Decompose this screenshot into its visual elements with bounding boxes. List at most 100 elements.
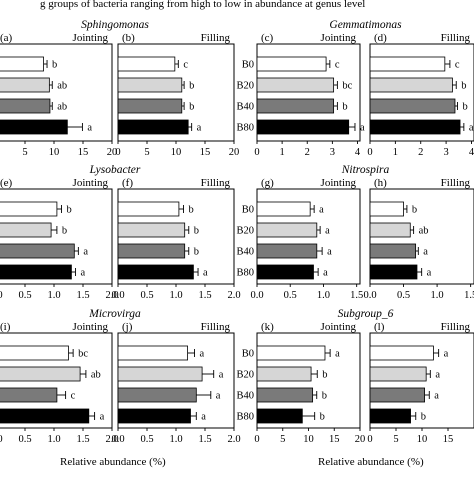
x-tick-label: 0.5 [18, 434, 31, 445]
significance-letter: a [360, 123, 365, 134]
significance-letter: b [461, 81, 466, 92]
x-tick-label: 20 [107, 147, 118, 158]
panel-tag: (c) [261, 32, 274, 44]
bar-B40 [369, 243, 417, 259]
panel-stage-label: Jointing [321, 177, 357, 189]
bar-B80 [117, 408, 191, 424]
bar-B40 [0, 243, 75, 259]
x-tick-label: 0 [115, 147, 120, 158]
x-tick-label: 4 [355, 147, 361, 158]
panel-stage-label: Jointing [73, 32, 109, 44]
panel-frame [256, 43, 361, 142]
x-tick-label: 1.0 [169, 434, 182, 445]
panel-stage-label: Jointing [73, 321, 109, 333]
panel-stage-label: Jointing [321, 32, 357, 44]
category-label-B20: B20 [236, 226, 254, 237]
group-title: Nitrospira [341, 164, 390, 176]
significance-letter: a [335, 349, 340, 360]
significance-letter: b [194, 247, 199, 258]
significance-letter: ab [419, 226, 429, 237]
category-label-B0: B0 [242, 349, 254, 360]
significance-letter: b [62, 226, 67, 237]
x-tick-label: 0.5 [397, 290, 410, 301]
bar-B80 [0, 119, 68, 135]
bar-B0 [117, 56, 176, 72]
category-label-B0: B0 [242, 205, 254, 216]
x-tick-label: 1.0 [47, 290, 60, 301]
x-tick-label: 1 [393, 147, 398, 158]
significance-letter: a [427, 268, 432, 279]
bar-B40 [0, 98, 51, 114]
x-tick-label: 0.5 [18, 290, 31, 301]
panel-h: (h) Filling bab aa 0.0 0.5 1.0 1.5 [363, 177, 474, 301]
significance-letter: a [444, 349, 449, 360]
x-tick-label: 1.0 [47, 434, 60, 445]
significance-letter: a [83, 247, 88, 258]
x-tick-label: 1.5 [76, 290, 89, 301]
panel-stage-label: Filling [441, 32, 471, 44]
bar-B80 [0, 264, 72, 280]
bar-B80 [369, 264, 418, 280]
panel-tag: (i) [0, 321, 11, 333]
bar-B0 [369, 201, 404, 217]
bar-B20 [0, 222, 52, 238]
significance-letter: b [189, 205, 194, 216]
significance-letter: a [423, 247, 428, 258]
x-tick-label: 1.5 [464, 290, 474, 301]
x-tick-label: 1 [279, 147, 284, 158]
significance-letter: a [325, 226, 330, 237]
x-tick-label: 1.0 [317, 290, 330, 301]
bar-B40 [117, 387, 197, 403]
bar-B0 [117, 345, 188, 361]
significance-letter: bc [342, 81, 352, 92]
panel-stage-label: Jointing [321, 321, 357, 333]
bar-B80 [369, 119, 461, 135]
panel-tag: (k) [261, 321, 274, 333]
x-tick-label: 4 [469, 147, 474, 158]
significance-letter: a [219, 370, 224, 381]
bar-B20 [117, 222, 186, 238]
significance-letter: a [80, 268, 85, 279]
group-title: Subgroup_6 [338, 308, 394, 320]
bar-B40 [117, 98, 183, 114]
x-tick-label: 20 [355, 434, 366, 445]
x-tick-label: 15 [78, 147, 89, 158]
bar-B40 [369, 98, 456, 114]
x-tick-label: 0.0 [111, 434, 124, 445]
x-tick-label: 10 [49, 147, 60, 158]
bar-B0 [256, 56, 327, 72]
x-tick-label: 0.0 [250, 290, 263, 301]
panel-tag: (g) [261, 177, 274, 189]
significance-letter: a [319, 205, 324, 216]
significance-letter: a [203, 268, 208, 279]
category-label-B0: B0 [242, 60, 254, 71]
bar-B80 [256, 264, 314, 280]
panel-tag: (d) [374, 32, 387, 44]
category-label-B80: B80 [236, 123, 254, 134]
significance-letter: b [194, 226, 199, 237]
bar-B0 [256, 345, 326, 361]
x-tick-label: 0.0 [0, 434, 3, 445]
panel-c: Gemmatimonas (c) Jointing c B0 bc B20 b B40 a B80 0… [236, 19, 402, 158]
bar-B0 [117, 201, 180, 217]
x-tick-label: 5 [280, 434, 285, 445]
significance-letter: b [421, 412, 426, 423]
bar-B20 [117, 77, 183, 93]
x-tick-label: 2.0 [227, 290, 240, 301]
significance-letter: a [87, 123, 92, 134]
bar-B80 [117, 264, 194, 280]
bar-B0 [0, 345, 69, 361]
significance-letter: ab [91, 370, 101, 381]
panel-tag: (e) [0, 177, 13, 189]
panel-tag: (l) [374, 321, 385, 333]
x-tick-label: 1.0 [169, 290, 182, 301]
significance-letter: ab [57, 102, 67, 113]
significance-letter: b [189, 81, 194, 92]
bar-B20 [369, 222, 411, 238]
x-tick-label: 20 [229, 147, 240, 158]
